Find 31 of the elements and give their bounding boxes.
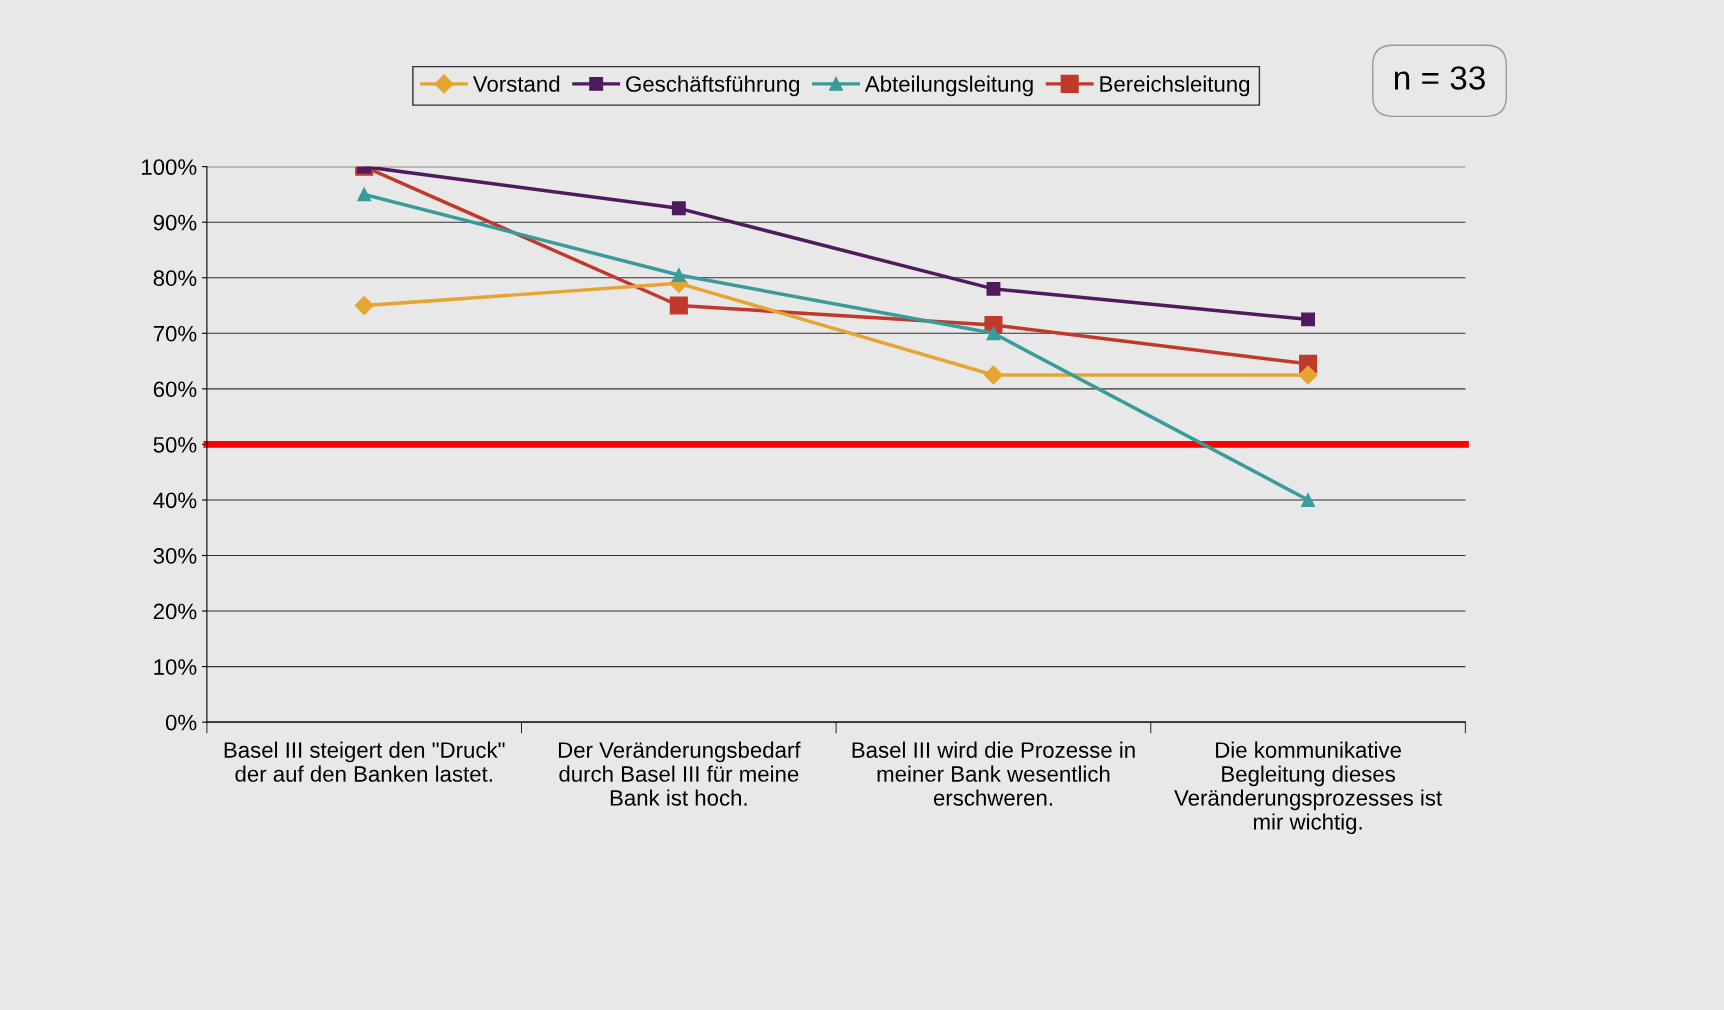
legend-label: Geschäftsführung <box>626 75 800 97</box>
y-tick-label: 20% <box>153 603 197 620</box>
y-tick-label: 70% <box>153 325 197 342</box>
point <box>986 281 1001 296</box>
y-tick-label: 100% <box>142 159 197 175</box>
x-tick-label: Der Veränderungsbedarf durch Basel III für meine Bank ist hoch. <box>558 741 801 806</box>
x-tick-label: Basel III wird die Prozesse in meiner Bank wesentlich erschweren. <box>852 741 1135 806</box>
y-tick-label: 60% <box>153 381 197 398</box>
legend-label: Bereichsleitung <box>1100 75 1250 97</box>
y-tick-label: 10% <box>154 659 197 675</box>
point <box>986 326 1001 341</box>
y-tick-label: 30% <box>153 548 197 564</box>
legend-label: Abteilungsleitung <box>864 75 1033 97</box>
x-tick-label: Die kommunikative Begleitung dieses Veränderungsprozesses ist mir wichtig. <box>1174 741 1442 835</box>
point <box>671 268 686 282</box>
point <box>357 187 372 202</box>
point <box>1301 493 1316 507</box>
point <box>1301 312 1316 327</box>
y-tick-label: 80% <box>153 270 197 287</box>
y-tick-label: 90% <box>153 214 197 231</box>
point <box>354 295 374 316</box>
point <box>669 296 688 315</box>
legend-label: Vorstand <box>472 75 560 92</box>
point <box>983 365 1003 385</box>
y-tick-label: 50% <box>153 436 197 453</box>
y-tick-label: 40% <box>153 492 197 509</box>
point <box>1298 365 1318 385</box>
y-tick-label: 0% <box>165 714 197 731</box>
point <box>671 201 686 216</box>
x-tick-label: Basel III steigert den "Druck" der auf den Banken lastet. <box>224 741 505 782</box>
text: n = 33 <box>1394 66 1485 90</box>
